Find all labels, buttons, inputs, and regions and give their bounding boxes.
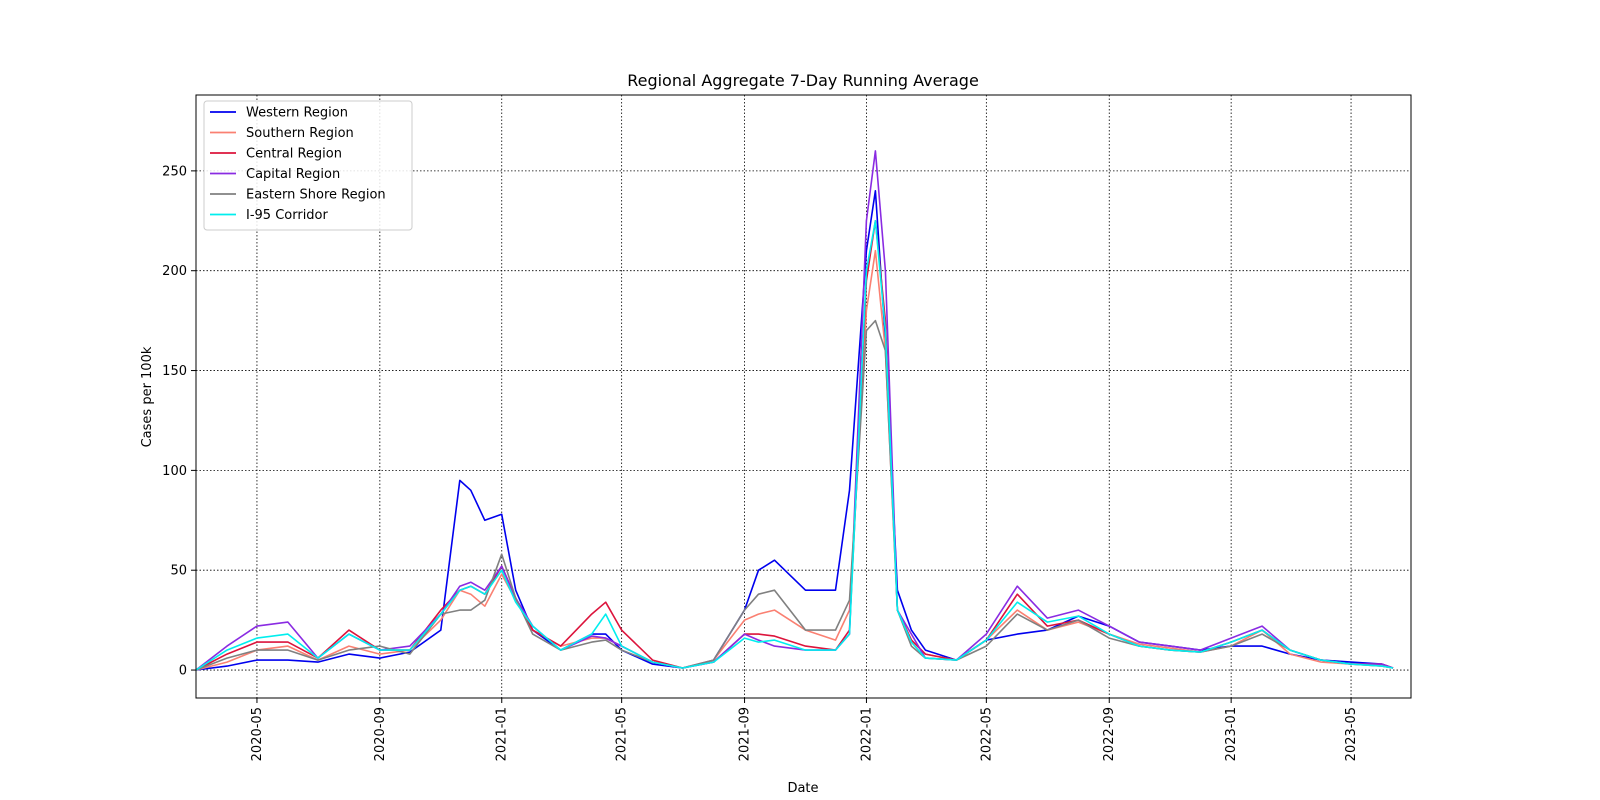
legend-label: Western Region [246,106,348,121]
y-tick-label: 100 [162,464,187,479]
series-line-central-region [195,220,1394,671]
x-tick-label: 2022-01 [859,707,874,761]
x-tick-label: 2020-05 [250,707,265,761]
legend-label: I-95 Corridor [246,208,329,223]
gridlines [196,95,1411,698]
x-tick-label: 2020-09 [373,707,388,761]
series-line-eastern-shore-region [195,319,1394,671]
y-tick-label: 250 [162,164,187,179]
legend-label: Eastern Shore Region [246,188,386,203]
legend-label: Capital Region [246,167,340,182]
y-tick-label: 150 [162,364,187,379]
x-tick-label: 2021-09 [738,707,753,761]
y-tick-label: 200 [162,264,187,279]
y-tick-label: 50 [170,564,187,579]
legend: Western Region Southern Region Central Reg… [203,100,413,231]
x-tick-label: 2023-05 [1344,707,1359,761]
chart-title: Regional Aggregate 7-Day Running Average [627,71,979,90]
x-tick-label: 2021-01 [495,707,510,761]
x-tick-label: 2023-01 [1224,707,1239,761]
x-tick-label: 2022-05 [979,707,994,761]
x-axis-ticks: 2020-05 2020-09 2021-01 2021-05 2021-09 2022-… [250,698,1359,761]
x-axis-label: Date [787,781,818,796]
plot-frame [195,94,1412,699]
x-tick-label: 2022-09 [1102,707,1117,761]
x-tick-label: 2021-05 [615,707,630,761]
legend-label: Central Region [246,147,342,162]
y-axis-label: Cases per 100k [140,346,155,447]
series-lines [195,150,1394,671]
series-line-western-region [195,190,1394,671]
y-tick-label: 0 [179,664,187,679]
legend-label: Southern Region [246,126,354,141]
y-axis-ticks: 0 50 100 150 200 250 [162,164,196,679]
legend-box [203,100,413,231]
series-line-i-95-corridor [195,220,1394,671]
series-line-southern-region [195,249,1394,671]
